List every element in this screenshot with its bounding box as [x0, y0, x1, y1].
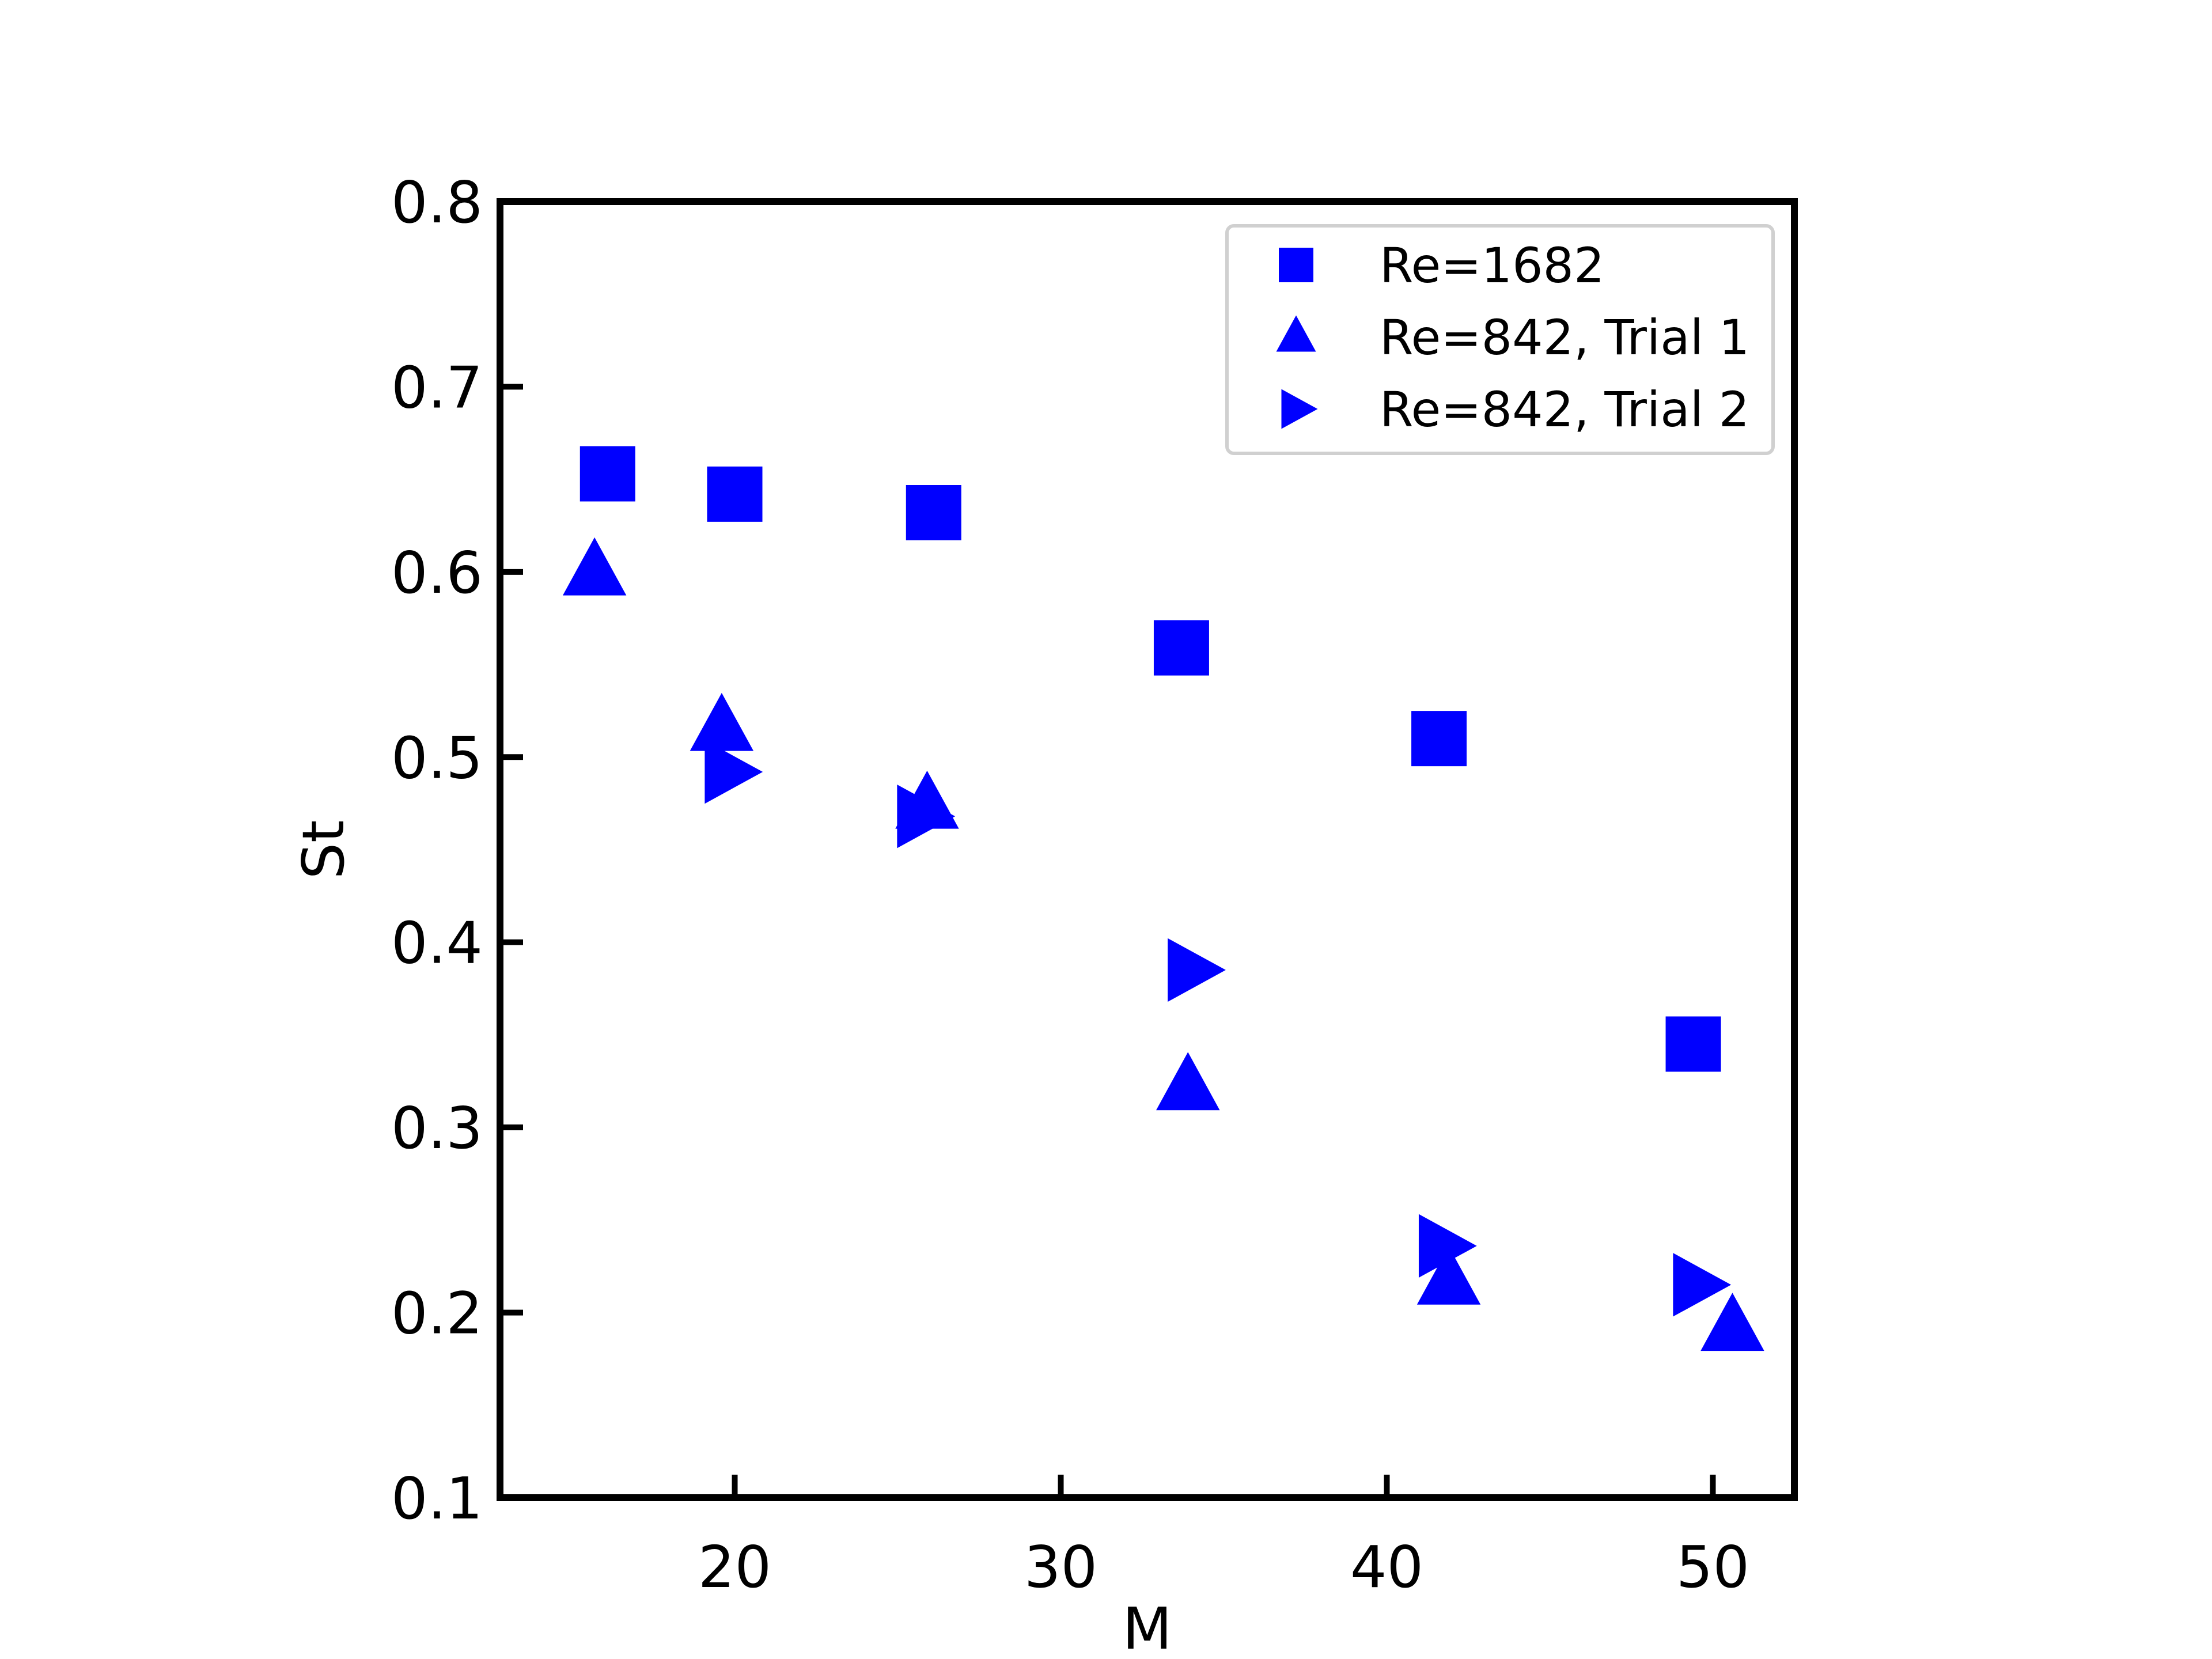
- axis-ticks: 20 30 40 50 0.1 0.2 0.3 0.4 0.5 0.6 0.7 0.8: [391, 169, 1749, 1601]
- y-tick-label: 0.8: [391, 169, 483, 236]
- data-point: [1665, 1016, 1721, 1072]
- y-tick-label: 0.4: [391, 910, 483, 977]
- legend-marker: [1276, 315, 1316, 352]
- series-3: [704, 740, 1732, 1317]
- y-tick-label: 0.7: [391, 354, 483, 421]
- legend-marker: [1279, 248, 1313, 282]
- legend: Re=1682 Re=842, Trial 1 Re=842, Trial 2: [1225, 224, 1775, 455]
- data-point: [906, 485, 961, 540]
- x-tick-label: 40: [1350, 1533, 1423, 1601]
- y-axis-label: St: [290, 820, 357, 880]
- y-tick-label: 0.3: [391, 1094, 483, 1162]
- x-tick-label: 30: [1024, 1533, 1097, 1601]
- data-markers: [562, 446, 1764, 1351]
- y-tick-label: 0.1: [391, 1465, 483, 1532]
- data-point: [1411, 711, 1467, 767]
- legend-label: Re=1682: [1380, 237, 1604, 294]
- x-tick-label: 50: [1676, 1533, 1749, 1601]
- data-point: [1156, 1052, 1220, 1111]
- data-point: [707, 466, 763, 522]
- plot-frame: [497, 198, 1798, 1501]
- series-1: [579, 446, 1721, 1072]
- data-point: [1673, 1253, 1732, 1317]
- y-tick-label: 0.5: [391, 724, 483, 791]
- x-tick-label: 20: [698, 1533, 771, 1601]
- data-point: [1153, 620, 1209, 676]
- data-point: [704, 740, 763, 804]
- legend-marker: [1281, 389, 1318, 429]
- legend-box: [1225, 224, 1775, 455]
- data-point: [579, 446, 635, 502]
- data-point: [1418, 1214, 1477, 1278]
- legend-label: Re=842, Trial 2: [1380, 381, 1749, 438]
- data-point: [1416, 1246, 1481, 1305]
- x-axis-label: M: [1122, 1595, 1172, 1659]
- y-tick-label: 0.2: [391, 1280, 483, 1347]
- data-point: [690, 692, 754, 751]
- data-point: [562, 537, 627, 596]
- data-point: [1700, 1293, 1764, 1351]
- legend-label: Re=842, Trial 1: [1380, 309, 1749, 366]
- series-2: [562, 537, 1764, 1351]
- y-tick-label: 0.6: [391, 539, 483, 607]
- data-point: [1168, 938, 1226, 1002]
- data-point: [897, 784, 956, 849]
